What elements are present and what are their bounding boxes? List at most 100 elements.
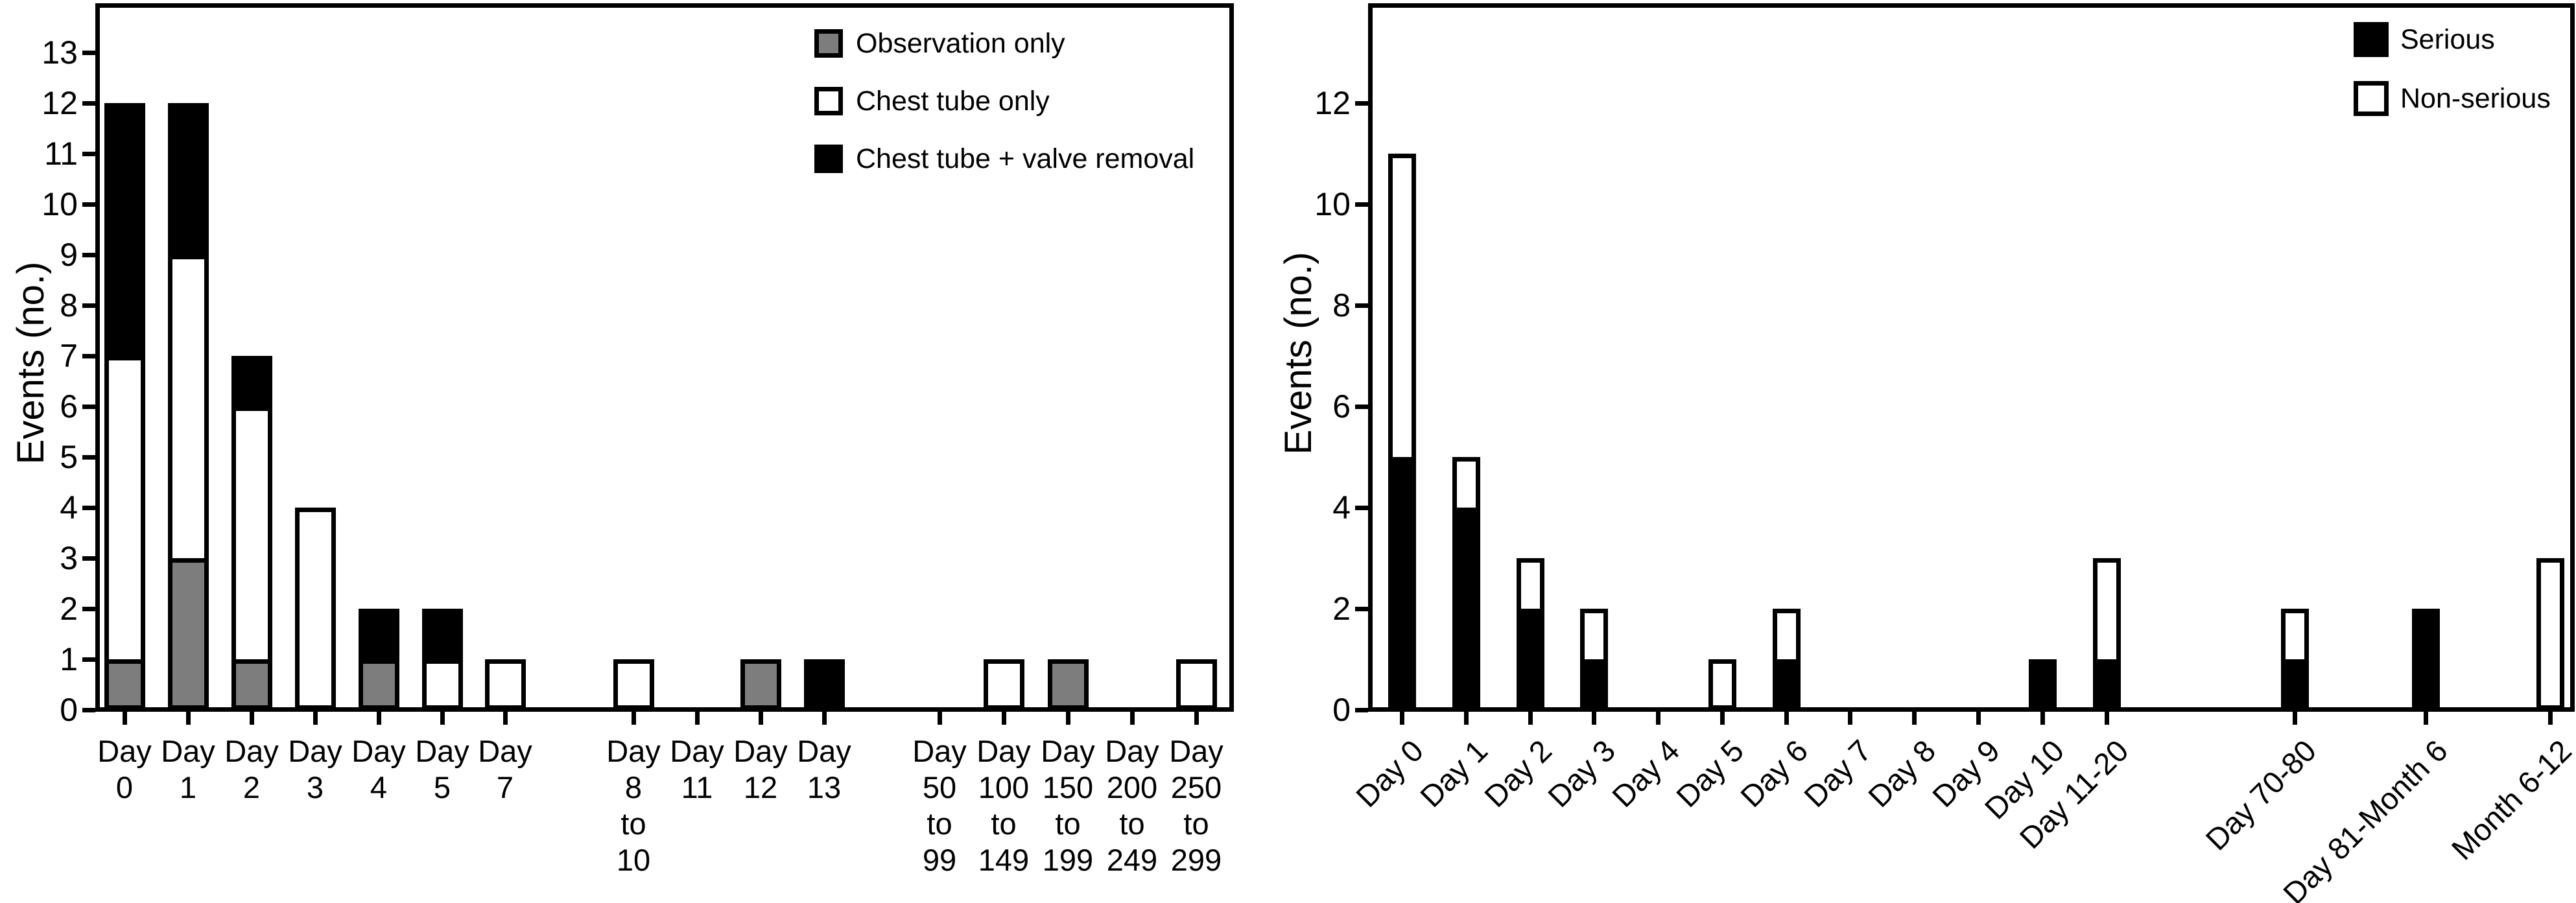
- bar-segment-non-serious: [1772, 609, 1801, 664]
- bar-segment-non-serious: [2536, 558, 2564, 710]
- x-axis-tick-label-line: Day: [670, 734, 724, 768]
- y-axis-tick-label: 6: [60, 388, 78, 425]
- y-axis-tick-label: 1: [60, 641, 78, 677]
- bar-segment-chest-tube-only: [1176, 659, 1217, 710]
- x-axis-tick-label-line: 50: [922, 770, 957, 804]
- x-axis-tick-label: Day 4: [307, 733, 450, 806]
- x-axis-tick-label: Day 2: [180, 733, 323, 806]
- x-axis-tick-label-text: Day 1: [1413, 733, 1495, 814]
- x-axis-tick-label-line: Day: [797, 734, 851, 768]
- legend-swatch-chest-tube-valve-removal: [814, 145, 843, 173]
- y-axis-tick: [1355, 202, 1368, 207]
- legend-label-non-serious: Non-serious: [2400, 83, 2551, 114]
- y-axis-tick-label: 7: [60, 338, 78, 374]
- x-axis-tick-label-line: Day: [733, 734, 788, 768]
- legend-label-serious: Serious: [2400, 24, 2495, 55]
- x-axis-tick-label-text: Day 0: [1349, 733, 1430, 814]
- bar-segment-observation-only: [167, 558, 209, 710]
- x-axis-tick: [313, 712, 318, 725]
- y-axis-tick: [82, 556, 95, 561]
- x-axis-tick: [1655, 712, 1660, 725]
- x-axis-tick-label-text: Day 5: [1670, 733, 1751, 814]
- y-axis-tick: [82, 657, 95, 662]
- y-axis-tick-label: 10: [41, 186, 78, 222]
- x-axis-tick-label-text: Day 4: [1605, 733, 1686, 814]
- bar-segment-chest-tube-only: [294, 508, 336, 710]
- x-axis-tick-label-text: Day 70-80: [2199, 733, 2323, 857]
- x-axis-tick-label-line: 4: [370, 770, 388, 804]
- x-axis-tick: [440, 712, 445, 725]
- y-axis-tick-label: 8: [1332, 287, 1351, 323]
- bar-segment-chest-tube-only: [231, 406, 272, 664]
- x-axis-tick: [1129, 712, 1135, 725]
- bar-segment-chest-tube-only: [104, 356, 145, 664]
- x-axis-tick-label: Day 3: [244, 733, 386, 806]
- bar-segment-non-serious: [2280, 609, 2309, 664]
- legend-swatch-observation-only: [814, 29, 843, 58]
- x-axis-tick-label: Day 13: [753, 733, 895, 806]
- bar-segment-serious: [1579, 659, 1608, 710]
- x-axis-tick: [1194, 712, 1199, 725]
- x-axis-tick: [502, 712, 508, 725]
- y-axis-tick: [82, 50, 95, 55]
- x-axis-tick-label: Day 100 to 149: [932, 733, 1075, 878]
- x-axis-tick-label: Day 8 to 10: [562, 733, 705, 878]
- bar-segment-chest-tube-only: [167, 255, 209, 563]
- x-axis-tick-label-text: Day 6: [1734, 733, 1815, 814]
- x-axis-tick-label-line: Day: [1041, 734, 1095, 768]
- y-axis-tick-label: 11: [44, 135, 78, 172]
- bar-segment-non-serious: [2092, 558, 2121, 664]
- bar-segment-serious: [1516, 609, 1544, 710]
- x-axis-tick-label-line: to: [1183, 806, 1209, 841]
- x-axis-tick-label-line: Day: [97, 734, 152, 768]
- x-axis-tick-label-text: Day 2: [1478, 733, 1559, 814]
- y-axis-tick-label: 12: [41, 85, 78, 121]
- x-axis-tick: [821, 712, 827, 725]
- x-axis-tick: [1001, 712, 1006, 725]
- x-axis-tick: [185, 712, 191, 725]
- bar-segment-serious: [1388, 457, 1416, 710]
- x-axis-tick: [376, 712, 381, 725]
- bar-segment-chest-tube-only: [484, 659, 526, 710]
- x-axis-tick-label-line: 99: [922, 843, 957, 877]
- x-axis-tick: [2104, 712, 2109, 725]
- y-axis-tick: [1355, 404, 1368, 409]
- y-axis-tick-label: 0: [60, 692, 78, 728]
- x-axis-tick: [2040, 712, 2045, 725]
- bar-segment-serious: [2280, 659, 2309, 710]
- x-axis-tick: [1591, 712, 1596, 725]
- x-axis-tick-label-line: 150: [1042, 770, 1094, 804]
- y-axis-tick-label: 4: [60, 489, 78, 526]
- plot-area: [1368, 3, 2575, 712]
- y-axis-tick: [82, 303, 95, 308]
- x-axis-tick: [758, 712, 763, 725]
- y-axis-tick: [1355, 100, 1368, 106]
- x-axis-tick-label-line: 100: [978, 770, 1030, 804]
- bar-segment-non-serious: [1516, 558, 1544, 613]
- y-axis-tick-label: 0: [1332, 692, 1351, 728]
- bar-segment-observation-only: [740, 659, 781, 710]
- x-axis-tick-label-line: Day: [288, 734, 342, 768]
- y-axis-tick: [82, 454, 95, 460]
- bar-segment-serious: [1452, 508, 1480, 710]
- y-axis-tick: [1355, 707, 1368, 712]
- x-axis-tick-label-line: 11: [681, 770, 713, 804]
- x-axis-tick-label-line: Day: [478, 734, 532, 768]
- legend-label-chest-tube-valve-removal: Chest tube + valve removal: [856, 143, 1195, 174]
- bar-segment-serious: [1772, 659, 1801, 710]
- x-axis-tick: [1065, 712, 1070, 725]
- x-axis-tick-label-line: 0: [115, 770, 134, 804]
- y-axis-tick: [1355, 303, 1368, 308]
- x-axis-tick-label-line: 3: [306, 770, 324, 804]
- bar-segment-chest-tube-valve-removal: [167, 103, 209, 259]
- y-axis-tick-label: 6: [1332, 388, 1351, 425]
- x-axis-tick: [694, 712, 700, 725]
- x-axis-tick-label-line: Day: [415, 734, 469, 768]
- legend-label-observation-only: Observation only: [856, 28, 1065, 59]
- x-axis-tick-label-line: 8: [624, 770, 643, 804]
- x-axis-tick-label-line: 249: [1106, 843, 1158, 877]
- bar-segment-chest-tube-valve-removal: [803, 659, 845, 710]
- bar-segment-chest-tube-only: [983, 659, 1024, 710]
- y-axis-tick: [82, 151, 95, 156]
